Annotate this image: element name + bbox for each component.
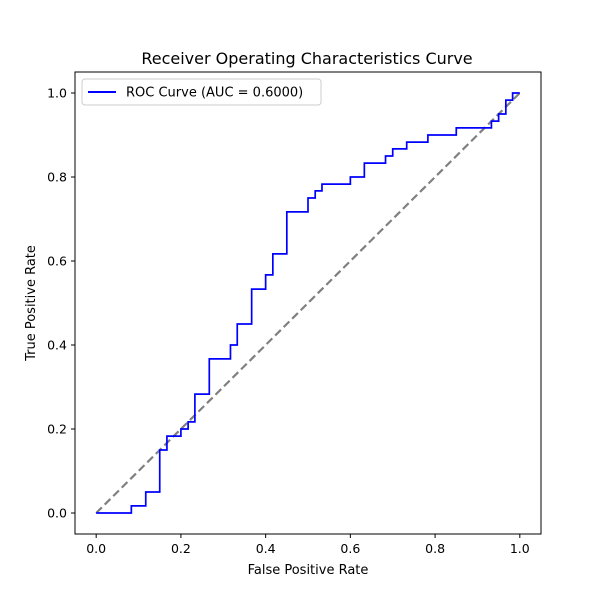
- y-tick-label: 1.0: [47, 86, 67, 101]
- y-tick-label: 0.4: [47, 338, 67, 353]
- series-layer: [95, 92, 521, 514]
- y-axis-ticks: 0.0 0.2 0.4 0.6 0.8 1.0: [47, 86, 75, 521]
- x-axis-label: False Positive Rate: [248, 563, 369, 578]
- y-tick-label: 0.8: [47, 170, 67, 185]
- x-tick-label: 0.4: [256, 541, 276, 556]
- legend-box: [81, 78, 322, 106]
- x-tick-label: 0.2: [171, 541, 191, 556]
- chart-title: Receiver Operating Characteristics Curve: [141, 49, 472, 68]
- x-tick-label: 0.0: [86, 541, 106, 556]
- roc-curve-line: [96, 92, 520, 514]
- y-axis-label: True Positive Rate: [24, 245, 39, 362]
- x-tick-label: 1.0: [510, 541, 530, 556]
- x-tick-label: 0.6: [340, 541, 360, 556]
- legend: ROC Curve (AUC = 0.6000): [81, 78, 322, 106]
- y-tick-label: 0.0: [47, 506, 67, 521]
- plot-frame: [74, 71, 542, 535]
- x-axis-ticks: 0.0 0.2 0.4 0.6 0.8 1.0: [86, 534, 530, 556]
- legend-label-roc: ROC Curve (AUC = 0.6000): [126, 86, 303, 101]
- y-tick-label: 0.6: [47, 254, 67, 269]
- x-tick-label: 0.8: [425, 541, 445, 556]
- y-tick-label: 0.2: [47, 422, 67, 437]
